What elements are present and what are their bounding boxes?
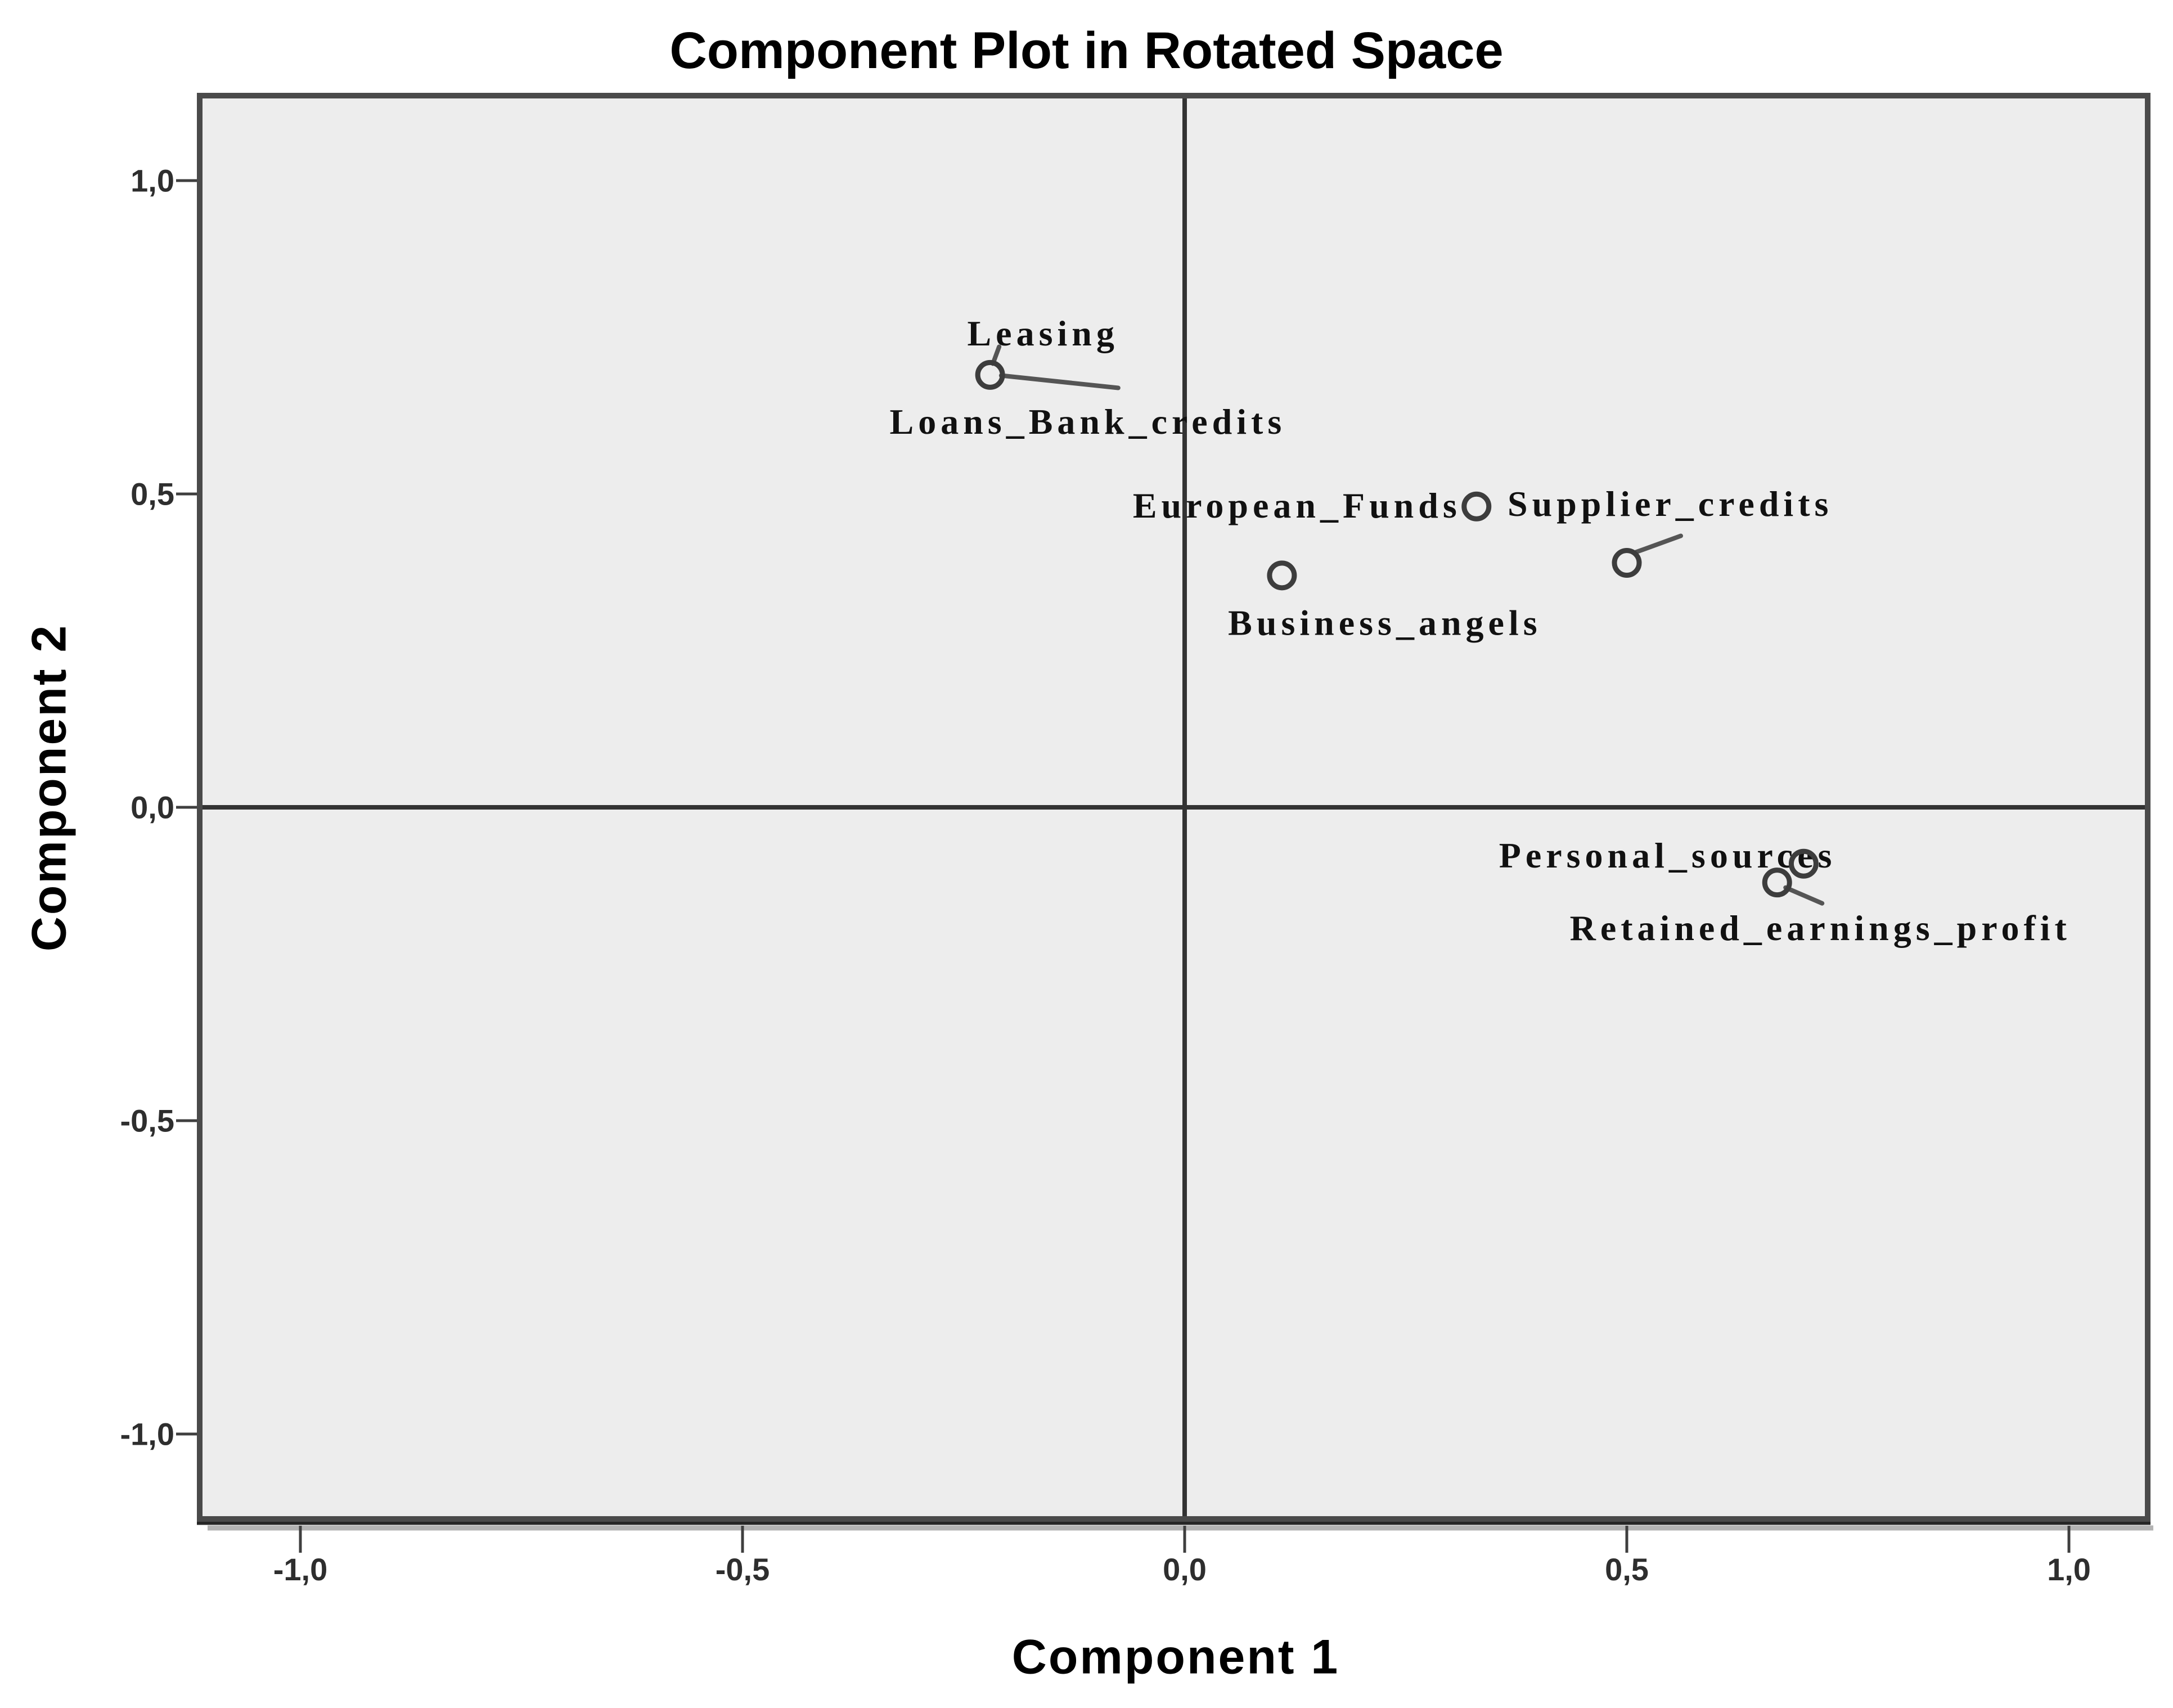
x-tick-label--0,5: -0,5 (716, 1552, 770, 1587)
point-label-leasing: Leasing (967, 313, 1118, 353)
point-marker-personal-sources (1788, 848, 1819, 879)
x-tick-label-0,0: 0,0 (1163, 1552, 1207, 1587)
leader-line-retained-earnings-profit (1783, 885, 1825, 906)
point-marker-european-funds (1461, 491, 1492, 522)
y-tick-label-0,0: 0,0 (131, 790, 174, 825)
y-tick-label--0,5: -0,5 (120, 1103, 175, 1139)
x-tick-label-1,0: 1,0 (2047, 1552, 2091, 1587)
x-tick-label--1,0: -1,0 (273, 1552, 328, 1587)
leader-line-loans-bank-credits (998, 373, 1121, 390)
chart-title: Component Plot in Rotated Space (669, 22, 1504, 79)
point-marker-supplier-credits (1612, 548, 1642, 578)
y-tick-label--1,0: -1,0 (120, 1417, 175, 1452)
point-marker-leasing (975, 359, 1005, 390)
point-label-loans-bank-credits: Loans_Bank_credits (890, 402, 1286, 442)
point-label-business-angels: Business_angels (1228, 603, 1541, 642)
point-marker-business-angels (1267, 560, 1297, 591)
point-label-personal-sources: Personal_sources (1499, 835, 1837, 875)
point-marker-retained-earnings-profit (1762, 868, 1792, 898)
x-tick-label-0,5: 0,5 (1605, 1552, 1649, 1587)
leader-line-supplier-credits (1634, 533, 1683, 555)
x-axis-title: Component 1 (1011, 1630, 1340, 1684)
point-label-retained-earnings-profit: Retained_earnings_profit (1570, 908, 2071, 948)
point-label-european-funds: European_Funds (1133, 486, 1461, 525)
point-label-supplier-credits: Supplier_credits (1508, 484, 1833, 524)
plot-frame (197, 93, 2150, 1522)
y-tick-label-0,5: 0,5 (131, 477, 174, 512)
y-tick-label-1,0: 1,0 (131, 163, 174, 199)
